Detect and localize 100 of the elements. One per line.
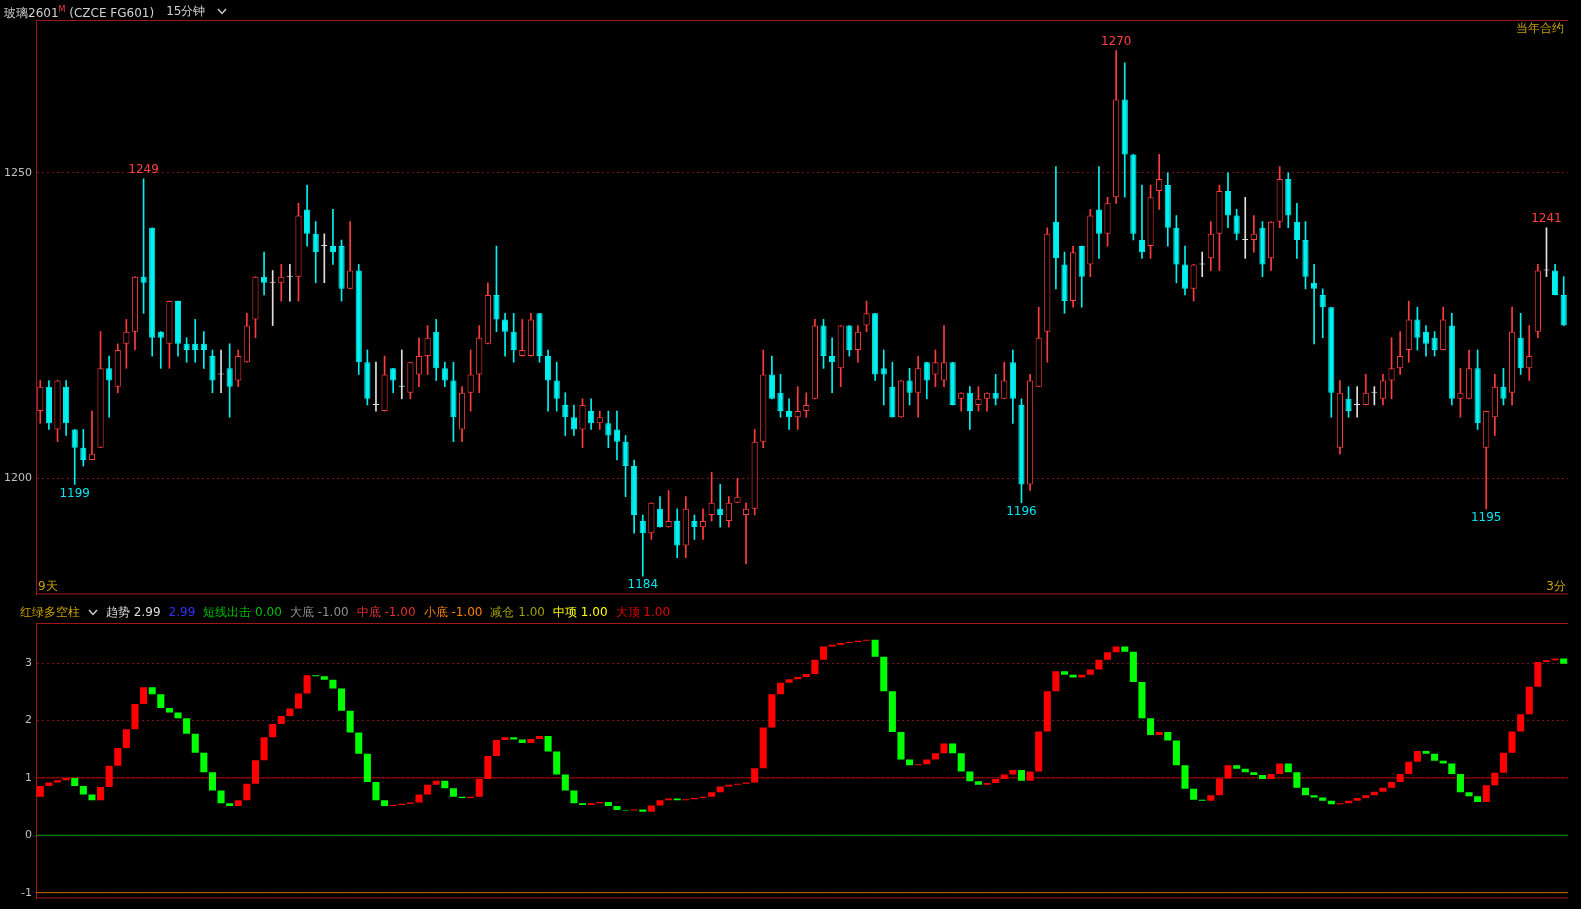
bar [1456, 773, 1464, 793]
bar [949, 743, 957, 754]
bar [1250, 772, 1258, 776]
bar [449, 788, 457, 797]
bar [131, 703, 139, 730]
y-tick-label: -1 [21, 885, 32, 899]
bar [1060, 671, 1069, 675]
y-tick-label: 2 [25, 713, 32, 727]
bar [1413, 750, 1421, 762]
bar [776, 682, 785, 695]
bar [1104, 652, 1112, 660]
bar [338, 688, 346, 711]
bar [1155, 732, 1163, 735]
bar [1491, 772, 1499, 786]
bar [183, 718, 191, 734]
bar [880, 656, 888, 692]
bar [191, 733, 199, 753]
text: 小底 -1.00 [423, 605, 483, 620]
bar [260, 737, 268, 761]
bar [372, 781, 380, 801]
bar [1353, 797, 1361, 801]
bar [992, 779, 1000, 784]
bar [1362, 795, 1370, 798]
bar [1078, 674, 1086, 678]
bar [329, 679, 337, 689]
bar [1069, 674, 1077, 678]
bar [277, 715, 285, 724]
candlestick [639, 514, 646, 577]
bar [1121, 646, 1129, 652]
bar [1319, 797, 1327, 801]
candlestick [794, 386, 801, 430]
bar [484, 756, 492, 780]
bar [957, 753, 965, 772]
candlestick [1250, 215, 1257, 253]
bar [1448, 763, 1456, 774]
bar [114, 748, 122, 766]
bar [819, 646, 828, 660]
bar [604, 802, 612, 807]
bar [751, 768, 759, 783]
bar [974, 781, 982, 785]
bar [966, 771, 974, 782]
y-tick-label: 0 [25, 828, 32, 842]
bar [940, 743, 948, 754]
candlestick [88, 410, 96, 461]
candlestick [200, 331, 207, 369]
bar [811, 659, 819, 675]
bar [165, 707, 173, 713]
bar [79, 785, 87, 795]
bar [1026, 771, 1034, 781]
bar [243, 783, 251, 801]
candlestick [372, 361, 380, 412]
bar [346, 710, 354, 733]
bar [424, 784, 432, 795]
annotation: 9天 [38, 578, 58, 593]
candlestick [1138, 184, 1146, 259]
bar [226, 803, 234, 807]
bar [518, 739, 526, 743]
bar [561, 774, 569, 791]
text: 大底 -1.00 [289, 605, 349, 620]
bar [475, 779, 483, 797]
text: 短线出击 0.00 [203, 605, 282, 620]
bar [200, 752, 208, 773]
bar [1405, 761, 1413, 774]
annotation: 3分 [1546, 578, 1566, 593]
bar [355, 732, 363, 754]
candlestick [880, 349, 887, 406]
bar [105, 765, 113, 788]
bar [931, 753, 939, 760]
candlestick [519, 319, 526, 357]
bar [759, 727, 767, 769]
annotation: 1270 [1100, 33, 1132, 48]
annotation: 1199 [59, 485, 90, 500]
bar [785, 679, 793, 683]
annotation: 1241 [1531, 210, 1562, 225]
bar [492, 740, 500, 757]
bar [148, 687, 156, 695]
bar [122, 729, 130, 749]
text: 红绿多空柱 [20, 605, 80, 620]
bar [708, 792, 716, 797]
bar [303, 675, 311, 694]
bar [1147, 718, 1155, 735]
text: 大顶 1.00 [615, 605, 671, 620]
bar [157, 694, 165, 708]
bar [647, 805, 655, 812]
chart-title: 玻璃2601$^{M}$ (CZCE FG601) [4, 4, 155, 21]
bar [1190, 788, 1198, 800]
bar [381, 800, 389, 807]
candlestick [717, 484, 724, 528]
bar [527, 738, 535, 743]
bar [871, 639, 879, 657]
bar [1215, 778, 1223, 796]
bar [897, 732, 905, 760]
bar [1284, 763, 1292, 773]
bar [1560, 658, 1568, 664]
bar [1422, 750, 1430, 754]
bar [1138, 682, 1146, 719]
candlestick [829, 337, 836, 394]
candlestick [278, 264, 285, 302]
annotation: 1195 [1470, 509, 1502, 524]
candlestick [699, 508, 707, 540]
